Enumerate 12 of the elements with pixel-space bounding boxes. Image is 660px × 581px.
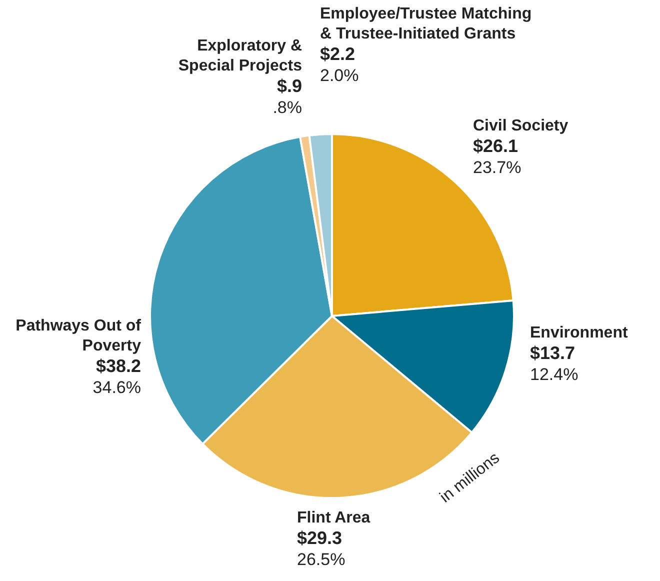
slice-label: Exploratory & Special Projects bbox=[178, 37, 302, 74]
slice-label: Flint Area bbox=[297, 509, 370, 526]
data-label: $26.1 23.7% bbox=[473, 136, 522, 178]
slice-label: Civil Society bbox=[473, 117, 568, 134]
slice-label: Environment bbox=[530, 324, 628, 342]
data-label: $13.7 12.4% bbox=[530, 342, 578, 384]
data-label: $2.2 2.0% bbox=[320, 44, 359, 86]
data-label: $38.2 34.6% bbox=[92, 356, 141, 398]
data-label: $.9 .8% bbox=[272, 76, 302, 118]
slice-label: Employee/Trustee Matching & Trustee-Initiated Grants bbox=[320, 5, 532, 42]
data-label: $29.3 26.5% bbox=[297, 528, 346, 570]
slice-label: Pathways Out of Poverty bbox=[16, 317, 142, 354]
